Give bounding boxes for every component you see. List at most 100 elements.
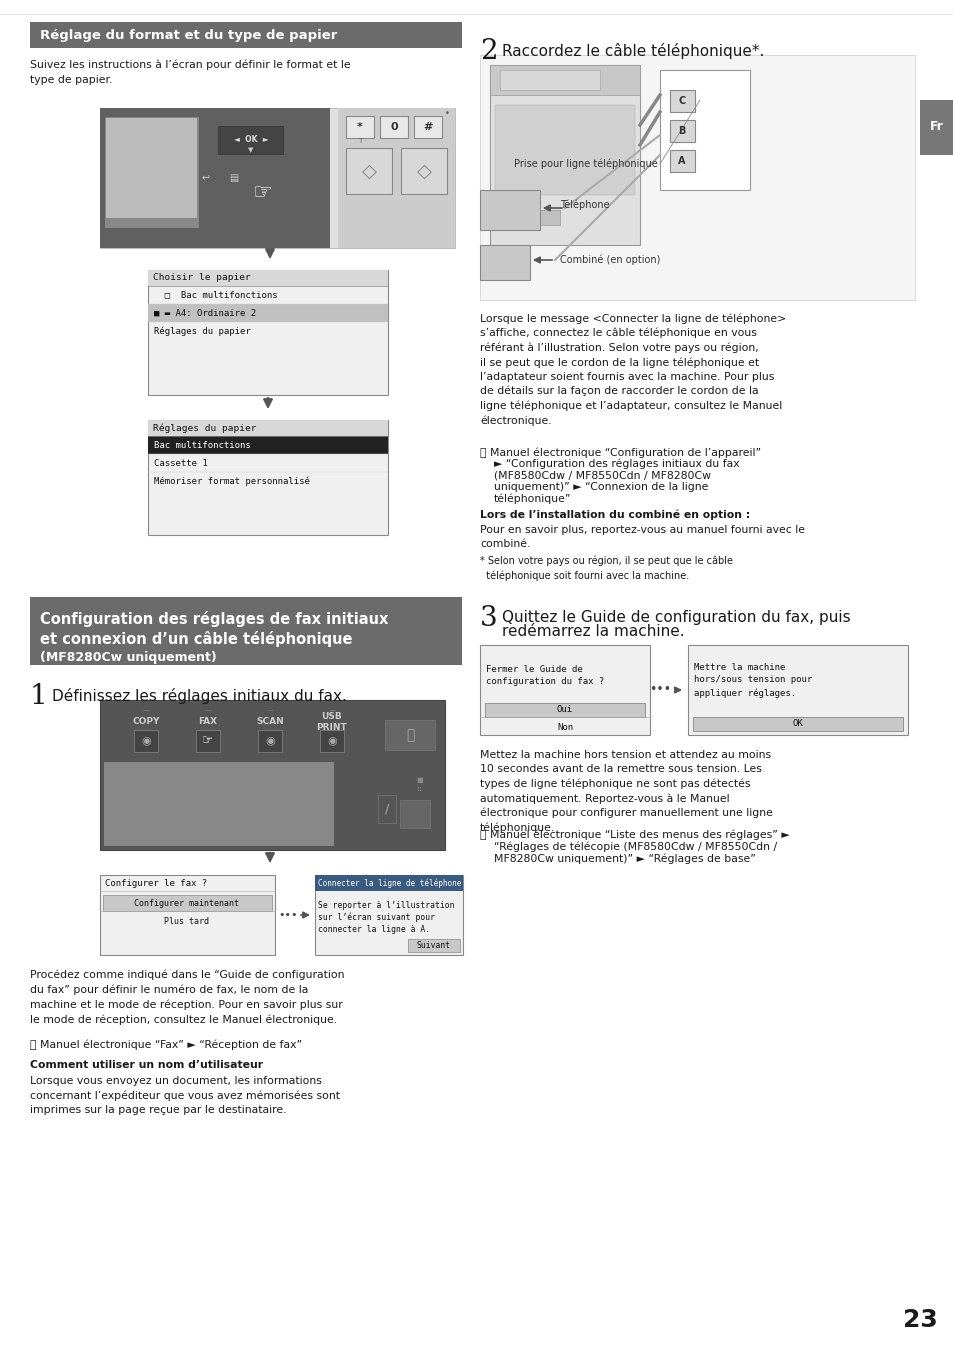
FancyBboxPatch shape — [106, 119, 196, 218]
Text: ■ ▬ A4: Ordinaire 2: ■ ▬ A4: Ordinaire 2 — [153, 309, 255, 318]
Text: ◇: ◇ — [416, 162, 431, 181]
FancyBboxPatch shape — [195, 731, 220, 752]
Text: Réglages du papier: Réglages du papier — [153, 326, 251, 336]
Text: ↩: ↩ — [202, 173, 210, 183]
Text: Comment utiliser un nom d’utilisateur: Comment utiliser un nom d’utilisateur — [30, 1060, 263, 1070]
FancyBboxPatch shape — [103, 895, 272, 911]
Text: COPY: COPY — [132, 717, 159, 727]
Text: —: — — [266, 706, 274, 713]
Text: Non: Non — [557, 723, 573, 732]
Text: —: — — [204, 706, 212, 713]
Text: Quittez le Guide de configuration du fax, puis: Quittez le Guide de configuration du fax… — [501, 611, 850, 625]
FancyBboxPatch shape — [148, 270, 388, 395]
Text: (MF8280Cw uniquement): (MF8280Cw uniquement) — [40, 651, 216, 663]
Text: * Selon votre pays ou région, il se peut que le câble
  téléphonique soit fourni: * Selon votre pays ou région, il se peut… — [479, 555, 732, 581]
Text: (MF8580Cdw / MF8550Cdn / MF8280Cw: (MF8580Cdw / MF8550Cdn / MF8280Cw — [494, 470, 710, 480]
Text: —: — — [328, 706, 335, 713]
FancyBboxPatch shape — [479, 644, 649, 735]
Text: MF8280Cw uniquement)” ► “Réglages de base”: MF8280Cw uniquement)” ► “Réglages de bas… — [494, 853, 755, 864]
FancyBboxPatch shape — [659, 70, 749, 190]
Text: 1: 1 — [30, 682, 48, 709]
Text: ⬜: ⬜ — [405, 728, 414, 741]
FancyBboxPatch shape — [479, 190, 539, 231]
Text: Définissez les réglages initiaux du fax.: Définissez les réglages initiaux du fax. — [52, 687, 347, 704]
Text: •••: ••• — [648, 683, 670, 697]
Text: Se reporter à l’illustration
sur l’écran suivant pour
connecter la ligne à A.: Se reporter à l’illustration sur l’écran… — [317, 900, 454, 934]
FancyBboxPatch shape — [100, 108, 455, 248]
FancyBboxPatch shape — [479, 55, 914, 301]
Text: •: • — [444, 109, 449, 119]
Text: □  Bac multifonctions: □ Bac multifonctions — [153, 291, 277, 299]
Text: ⓘ Manuel électronique “Fax” ► “Réception de fax”: ⓘ Manuel électronique “Fax” ► “Réception… — [30, 1041, 302, 1050]
FancyBboxPatch shape — [319, 731, 344, 752]
Text: 3: 3 — [479, 604, 497, 631]
Text: Configurer le fax ?: Configurer le fax ? — [105, 879, 207, 888]
Text: Fermer le Guide de
configuration du fax ?: Fermer le Guide de configuration du fax … — [485, 665, 603, 686]
Text: Téléphone: Téléphone — [559, 200, 609, 210]
Text: ■: ■ — [416, 776, 423, 783]
Text: Configuration des réglages de fax initiaux: Configuration des réglages de fax initia… — [40, 611, 388, 627]
FancyBboxPatch shape — [314, 875, 462, 954]
FancyBboxPatch shape — [408, 940, 459, 952]
FancyBboxPatch shape — [104, 762, 334, 847]
FancyBboxPatch shape — [148, 421, 388, 535]
FancyBboxPatch shape — [400, 148, 447, 194]
FancyBboxPatch shape — [104, 116, 199, 228]
Text: FAX: FAX — [198, 717, 217, 727]
FancyBboxPatch shape — [379, 116, 408, 137]
Text: ◇: ◇ — [361, 162, 376, 181]
FancyBboxPatch shape — [314, 875, 462, 891]
Text: uniquement)” ► “Connexion de la ligne: uniquement)” ► “Connexion de la ligne — [494, 481, 708, 492]
Text: Lorsque le message <Connecter la ligne de téléphone>
s’affiche, connectez le câb: Lorsque le message <Connecter la ligne d… — [479, 313, 785, 426]
FancyBboxPatch shape — [479, 245, 530, 280]
Text: Procédez comme indiqué dans le “Guide de configuration
du fax” pour définir le n: Procédez comme indiqué dans le “Guide de… — [30, 971, 344, 1024]
FancyBboxPatch shape — [30, 597, 461, 665]
FancyBboxPatch shape — [148, 270, 388, 286]
Text: Choisir le papier: Choisir le papier — [152, 274, 251, 283]
FancyBboxPatch shape — [148, 435, 388, 454]
FancyBboxPatch shape — [257, 731, 282, 752]
Text: ► “Configuration des réglages initiaux du fax: ► “Configuration des réglages initiaux d… — [494, 458, 739, 469]
Text: Configurer maintenant: Configurer maintenant — [134, 899, 239, 907]
Text: Suivez les instructions à l’écran pour définir le format et le
type de papier.: Suivez les instructions à l’écran pour d… — [30, 61, 351, 85]
Text: ▼: ▼ — [248, 147, 253, 154]
Text: ⓘ Manuel électronique “Liste des menus des réglages” ►: ⓘ Manuel électronique “Liste des menus d… — [479, 830, 789, 841]
Text: A: A — [678, 156, 685, 166]
Text: ☞: ☞ — [202, 735, 213, 748]
Text: Mettez la machine hors tension et attendez au moins
10 secondes avant de la reme: Mettez la machine hors tension et attend… — [479, 749, 772, 833]
Text: Prise pour ligne téléphonique: Prise pour ligne téléphonique — [514, 159, 658, 170]
FancyBboxPatch shape — [495, 105, 635, 195]
Text: ⠿: ⠿ — [417, 787, 422, 793]
FancyBboxPatch shape — [919, 100, 953, 155]
Text: Mettre la machine
hors/sous tension pour
appliquer réglages.: Mettre la machine hors/sous tension pour… — [693, 663, 811, 698]
Text: B: B — [678, 125, 685, 136]
FancyBboxPatch shape — [484, 704, 644, 717]
Text: Suivant: Suivant — [416, 941, 451, 949]
FancyBboxPatch shape — [377, 795, 395, 824]
FancyBboxPatch shape — [346, 116, 374, 137]
Text: Cassette 1: Cassette 1 — [153, 458, 208, 468]
FancyBboxPatch shape — [499, 210, 559, 225]
Text: Combiné (en option): Combiné (en option) — [559, 255, 659, 266]
Text: C: C — [678, 96, 685, 106]
FancyBboxPatch shape — [692, 717, 902, 731]
Text: Fr: Fr — [929, 120, 943, 133]
Text: #: # — [423, 123, 433, 132]
FancyBboxPatch shape — [337, 108, 455, 248]
Text: ◉: ◉ — [327, 736, 336, 745]
Text: Lors de l’installation du combiné en option :: Lors de l’installation du combiné en opt… — [479, 510, 749, 520]
Text: OK: OK — [792, 720, 802, 728]
Text: ◉: ◉ — [141, 736, 151, 745]
FancyBboxPatch shape — [490, 65, 639, 94]
Text: Oui: Oui — [557, 705, 573, 714]
FancyBboxPatch shape — [346, 148, 392, 194]
Text: ◉: ◉ — [265, 736, 274, 745]
FancyBboxPatch shape — [499, 70, 599, 90]
Text: Pour en savoir plus, reportez-vous au manuel fourni avec le
combiné.: Pour en savoir plus, reportez-vous au ma… — [479, 524, 804, 549]
Text: ▤: ▤ — [229, 173, 238, 183]
FancyBboxPatch shape — [687, 644, 907, 735]
FancyBboxPatch shape — [399, 799, 430, 828]
Text: Lorsque vous envoyez un document, les informations
concernant l’expéditeur que v: Lorsque vous envoyez un document, les in… — [30, 1076, 339, 1115]
Text: 0: 0 — [390, 123, 397, 132]
Text: “Réglages de télécopie (MF8580Cdw / MF8550Cdn /: “Réglages de télécopie (MF8580Cdw / MF85… — [494, 841, 777, 852]
